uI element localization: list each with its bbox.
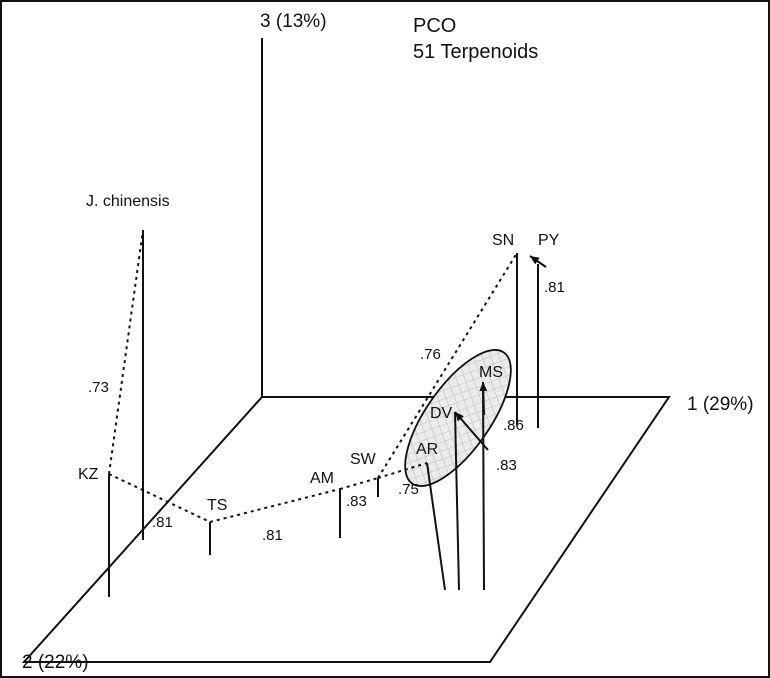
- link-value-ts-am: .81: [262, 527, 283, 544]
- link-sw-sn: [377, 252, 518, 479]
- point-label-py: PY: [538, 232, 560, 249]
- link-value-kz-ts: .81: [152, 514, 173, 531]
- link-value-am-sw: .83: [346, 493, 367, 510]
- link-am-sw: [339, 477, 379, 490]
- axis-2-label: 2 (22%): [22, 652, 89, 673]
- link-arrows: [454, 255, 547, 451]
- link-kz-j-chinensis: [108, 229, 144, 475]
- link-value-labels: .73 .81 .81 .83 .75 .76 .86 .83 .81: [88, 279, 565, 544]
- point-label-sn: SN: [492, 232, 514, 249]
- similarity-links: [108, 229, 518, 523]
- point-label-kz: KZ: [78, 466, 99, 483]
- link-value-sw-ar: .75: [398, 481, 419, 498]
- stem-ar: [426, 462, 446, 591]
- axis-3-label: 3 (13%): [260, 11, 327, 32]
- chart-subtitle: 51 Terpenoids: [413, 41, 538, 63]
- point-label-ms: MS: [479, 364, 503, 381]
- point-label-sw: SW: [350, 451, 377, 468]
- point-stems: [108, 230, 539, 597]
- link-value-sn-py: .81: [544, 279, 565, 296]
- point-labels: J. chinensis KZ TS AM SW AR DV MS SN PY: [78, 193, 560, 514]
- link-value-dv-ar: .83: [496, 457, 517, 474]
- link-value-sw-sn: .76: [420, 346, 441, 363]
- point-label-ar: AR: [416, 441, 438, 458]
- arrowhead-dv-ar: [455, 412, 464, 422]
- arrowhead-sn-py: [530, 256, 540, 265]
- link-sw-ar: [377, 462, 428, 479]
- link-kz-ts: [108, 473, 211, 523]
- link-ts-am: [209, 488, 341, 523]
- stem-ms: [482, 381, 485, 591]
- base-plane: [21, 396, 671, 663]
- arrowhead-ms-ar: [479, 382, 488, 392]
- link-value-kz-j-chinensis: .73: [88, 379, 109, 396]
- axis-1-label: 1 (29%): [687, 394, 754, 415]
- chart-title: PCO: [413, 15, 456, 37]
- point-label-ts: TS: [207, 497, 227, 514]
- stem-dv: [454, 411, 460, 591]
- link-value-ms-ar: .86: [503, 417, 524, 434]
- point-label-dv: DV: [430, 405, 453, 422]
- point-label-j-chinensis: J. chinensis: [86, 193, 170, 210]
- point-label-am: AM: [310, 470, 334, 487]
